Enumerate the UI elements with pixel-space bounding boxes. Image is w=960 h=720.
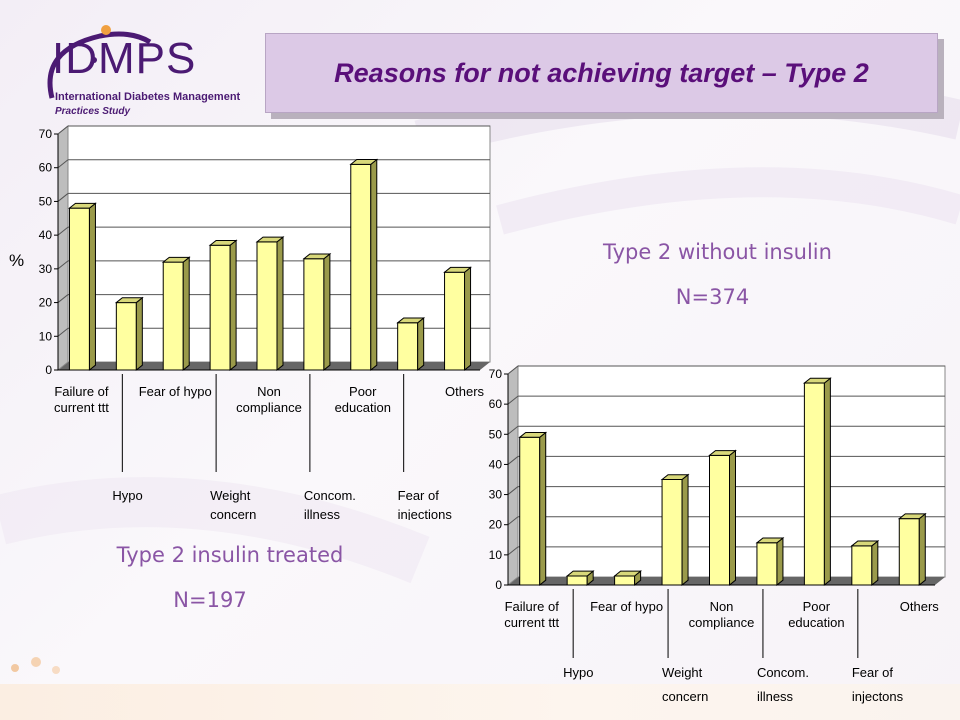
bar-7 bbox=[396, 316, 426, 372]
plot-side-wall bbox=[57, 124, 69, 372]
bar-6 bbox=[802, 377, 832, 587]
x-tick-label-lower: Weight concern bbox=[662, 665, 708, 704]
x-tick-label: Failure of current ttt bbox=[54, 384, 109, 415]
x-tick-label: Failure of current ttt bbox=[504, 599, 559, 630]
logo-line2: Practices Study bbox=[55, 106, 131, 117]
y-tick-label: 40 bbox=[39, 228, 53, 242]
bar-8 bbox=[443, 266, 472, 372]
x-tick-label: Non compliance bbox=[689, 599, 755, 630]
y-tick-label: 10 bbox=[39, 329, 53, 343]
bar-8 bbox=[897, 512, 927, 587]
bar-3 bbox=[660, 473, 690, 587]
x-tick-label: Non compliance bbox=[236, 384, 302, 415]
x-tick-label-lower: Fear of injections bbox=[398, 488, 453, 520]
chart1-caption-n: N=197 bbox=[173, 588, 247, 612]
x-tick-label-lower: Fear of injectons bbox=[852, 665, 904, 704]
y-tick-label: 30 bbox=[39, 262, 53, 276]
x-tick-label: Fear of hypo bbox=[590, 599, 663, 614]
bar-7 bbox=[850, 539, 880, 587]
chart-insulin-treated: 0 10 20 30 40 50 60 70% Failure of current ttt Fea… bbox=[9, 124, 491, 520]
y-tick-label: 0 bbox=[495, 578, 502, 592]
title-box: Reasons for not achieving target – Type … bbox=[265, 33, 938, 113]
gridline-side bbox=[507, 395, 519, 405]
gridline-side bbox=[57, 159, 69, 169]
page-title: Reasons for not achieving target – Type … bbox=[334, 57, 869, 88]
bar-1 bbox=[565, 570, 595, 587]
bar-4 bbox=[708, 449, 737, 587]
x-tick-label: Fear of hypo bbox=[139, 384, 212, 399]
chart1-caption-title: Type 2 insulin treated bbox=[116, 543, 344, 567]
y-tick-label: 50 bbox=[489, 427, 503, 441]
chart-without-insulin: 0 10 20 30 40 50 60 70 Failure of current ttt Fear… bbox=[489, 364, 946, 704]
gridline-side bbox=[57, 327, 69, 337]
gridline-side bbox=[507, 456, 519, 465]
logo-swoosh-icon bbox=[47, 25, 152, 99]
x-tick-label-lower: Weight concern bbox=[210, 488, 256, 520]
idmps-logo bbox=[30, 20, 260, 125]
chart2-caption-title: Type 2 without insulin bbox=[603, 240, 832, 264]
gridline-side bbox=[507, 546, 519, 556]
x-tick-label: Others bbox=[900, 599, 940, 614]
gridline-side bbox=[507, 365, 519, 375]
y-tick-label: 60 bbox=[39, 161, 53, 175]
bar-4 bbox=[255, 236, 285, 372]
x-tick-label-lower: Hypo bbox=[112, 488, 142, 503]
y-tick-label: 20 bbox=[489, 518, 503, 532]
logo-abbr: IDMPS bbox=[52, 34, 197, 83]
gridline-side bbox=[57, 125, 69, 135]
bar-6 bbox=[349, 158, 379, 372]
x-tick-label: Poor education bbox=[788, 599, 844, 630]
gridline-side bbox=[507, 486, 519, 495]
x-tick-label-lower: Concom. illness bbox=[304, 488, 356, 520]
gridline-side bbox=[57, 294, 69, 303]
bar-5 bbox=[302, 252, 332, 372]
gridline-side bbox=[57, 260, 69, 270]
chart2-caption-n: N=374 bbox=[675, 285, 750, 309]
gridline-side bbox=[507, 516, 519, 526]
y-tick-label: 30 bbox=[489, 488, 503, 502]
bar-0 bbox=[518, 431, 548, 587]
bar-5 bbox=[755, 536, 785, 587]
gridline-side bbox=[507, 425, 519, 435]
y-tick-label: 20 bbox=[39, 296, 53, 310]
bar-2 bbox=[161, 256, 191, 372]
plot-side-wall bbox=[507, 364, 519, 587]
x-tick-label-lower: Concom. illness bbox=[757, 665, 809, 704]
x-tick-label: Others bbox=[445, 384, 485, 399]
bar-1 bbox=[114, 296, 144, 372]
gridline-side bbox=[57, 226, 69, 236]
gridline-side bbox=[57, 193, 69, 202]
x-tick-label-lower: Hypo bbox=[563, 665, 593, 680]
y-tick-label: 70 bbox=[39, 127, 53, 141]
y-tick-label: 50 bbox=[39, 194, 53, 208]
y-axis-label: % bbox=[9, 251, 24, 270]
y-tick-label: 40 bbox=[489, 457, 503, 471]
logo-line1: International Diabetes Management bbox=[55, 91, 241, 103]
bar-0 bbox=[68, 202, 97, 372]
y-tick-label: 70 bbox=[489, 367, 503, 381]
y-tick-label: 60 bbox=[489, 397, 503, 411]
bar-3 bbox=[208, 239, 238, 372]
bar-2 bbox=[613, 570, 643, 587]
x-tick-label: Poor education bbox=[335, 384, 391, 415]
y-tick-label: 0 bbox=[45, 363, 52, 377]
y-tick-label: 10 bbox=[489, 548, 503, 562]
bottom-band bbox=[0, 684, 960, 720]
